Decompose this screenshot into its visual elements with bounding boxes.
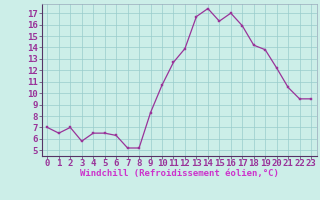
X-axis label: Windchill (Refroidissement éolien,°C): Windchill (Refroidissement éolien,°C) [80,169,279,178]
